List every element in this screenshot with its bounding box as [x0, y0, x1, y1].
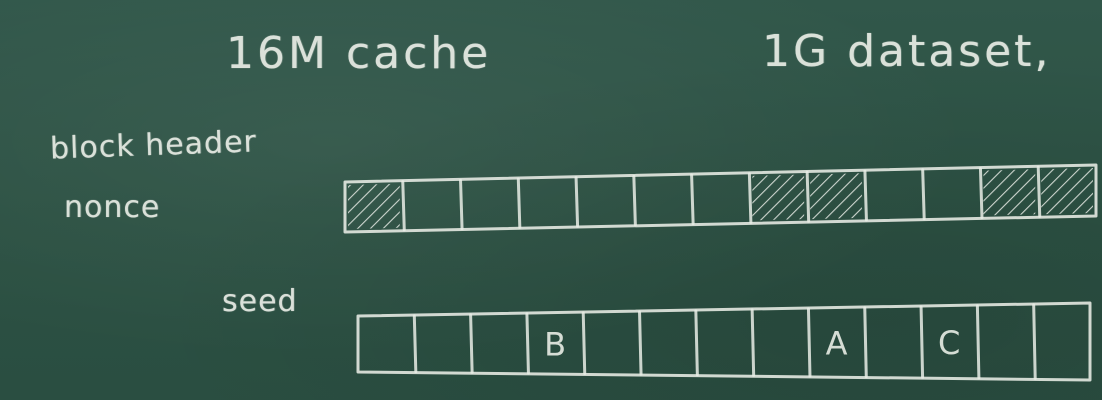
cache-outline [356, 301, 1092, 382]
dataset-hatched-cell [752, 174, 805, 221]
nonce-label: nonce [64, 190, 161, 225]
dataset-cell-divider [921, 168, 926, 221]
dataset-cell-divider [747, 172, 753, 224]
cache-cell-divider [750, 308, 756, 377]
cache-cell-divider [469, 313, 474, 374]
dataset-cell-divider [805, 171, 811, 223]
dataset-array [343, 163, 1098, 234]
cache-cell-divider [806, 307, 812, 378]
dataset-hatched-cell [348, 183, 400, 229]
cache-cell-divider [694, 309, 699, 377]
seed-label: seed [222, 284, 298, 319]
dataset-cell-divider [516, 177, 522, 229]
cache-cell-divider [975, 304, 981, 380]
dataset-hatched-cell [1041, 168, 1093, 215]
dataset-hatched-cell [810, 173, 862, 220]
cache-cell-divider [1032, 303, 1037, 380]
dataset-cell-divider [574, 176, 580, 228]
cache-cell-divider [919, 305, 925, 379]
dataset-outline [343, 163, 1098, 234]
cache-cell-divider [581, 311, 587, 375]
dataset-cell-divider [690, 173, 695, 226]
cache-cell-label: A [826, 324, 848, 362]
cache-cell-divider [525, 312, 530, 375]
dataset-cell-divider [863, 169, 868, 222]
cache-cell-label: B [544, 325, 566, 363]
dataset-cell-divider [632, 174, 637, 227]
cache-cell-divider [863, 306, 868, 379]
cache-cell-label: C [938, 324, 960, 362]
dataset-cell-divider [978, 167, 984, 219]
cache-cell-divider [638, 310, 643, 376]
cache-cell-divider [412, 314, 418, 374]
dataset-cell-divider [459, 178, 464, 231]
cache-size-title: 16M cache [226, 28, 492, 79]
dataset-hatched-cell [983, 169, 1036, 216]
dataset-cell-divider [401, 180, 406, 232]
dataset-size-title: 1G dataset, [762, 26, 1052, 77]
dataset-cell-divider [1036, 165, 1042, 218]
